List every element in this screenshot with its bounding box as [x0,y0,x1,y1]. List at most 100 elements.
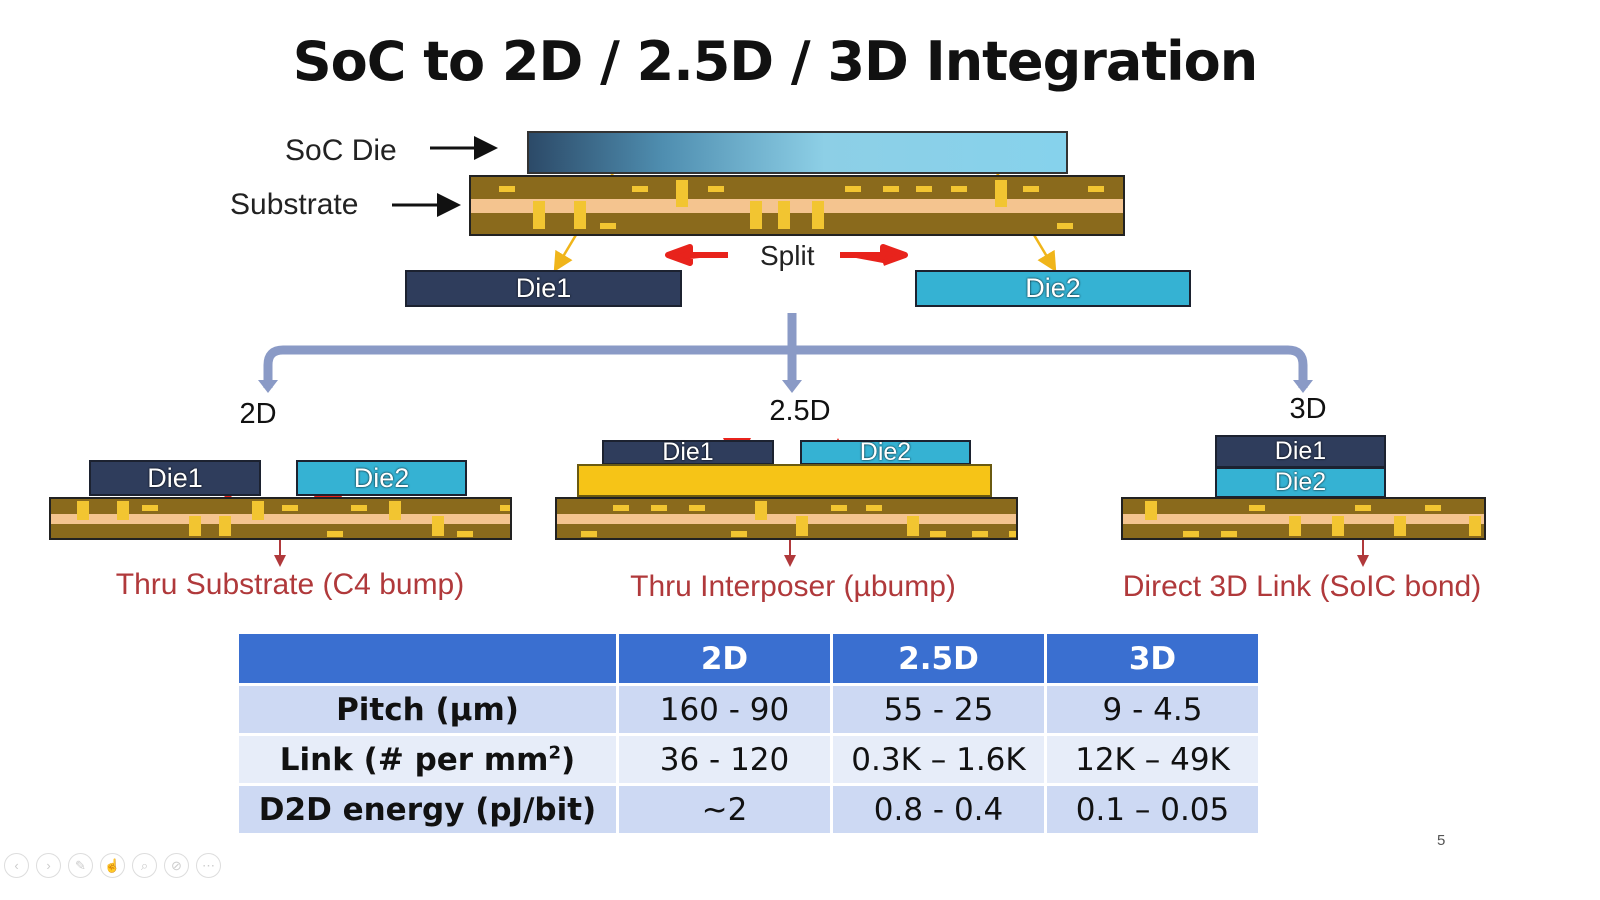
table-row: Pitch (µm) 160 - 90 55 - 25 9 - 4.5 [239,686,1258,733]
row-label: D2D energy (pJ/bit) [239,786,616,833]
cell: 12K – 49K [1047,736,1258,783]
2d-die2: Die2 [296,460,467,496]
substrate-via [1248,505,1265,512]
cell: ~2 [619,786,830,833]
substrate-via [499,186,516,193]
cell: 160 - 90 [619,686,830,733]
split-label: Split [760,240,815,271]
25d-substrate [555,497,1018,540]
pen-icon[interactable]: ✎ [68,853,93,878]
substrate-via [1023,186,1040,193]
substrate-via [432,516,445,536]
substrate-via [1145,501,1158,521]
slide-title: SoC to 2D / 2.5D / 3D Integration [292,30,1258,93]
2d-caption: Thru Substrate (C4 bump) [115,568,465,601]
subtitles-off-icon[interactable]: ⊘ [164,853,189,878]
table-row: Link (# per mm2) 36 - 120 0.3K – 1.6K 12… [239,736,1258,783]
substrate-via [388,501,401,521]
row-label: Link (# per mm2) [239,736,616,783]
2d-label: 2D [239,398,277,430]
substrate-via [1355,505,1372,512]
substrate-via [327,531,344,538]
3d-caption: Direct 3D Link (SoIC bond) [1122,570,1482,603]
cell: 0.8 - 0.4 [833,786,1044,833]
substrate-via [906,516,919,536]
split-right-arrow [840,244,908,266]
row-label: Pitch (µm) [239,686,616,733]
prev-icon[interactable]: ‹ [4,853,29,878]
substrate-via [951,186,968,193]
zoom-icon[interactable]: ⌕ [132,853,157,878]
substrate-via [1425,505,1442,512]
substrate-via [1469,516,1482,536]
substrate-via [708,186,725,193]
cell: 0.1 – 0.05 [1047,786,1258,833]
substrate-via [117,501,130,521]
25d-label: 2.5D [769,395,831,427]
25d-caption: Thru Interposer (µbump) [630,570,956,603]
die2: Die2 [915,270,1191,307]
substrate-via [281,505,298,512]
substrate-via [754,501,767,521]
substrate-via [915,186,932,193]
substrate-via [1057,222,1074,229]
soc-die [527,131,1068,174]
row-label-text: Link (# per mm [279,741,549,778]
pointer-icon[interactable]: ☝ [100,853,125,878]
3d-substrate [1121,497,1486,540]
substrate-via [1009,531,1016,538]
substrate-via [1332,516,1345,536]
table-header-row: 2D 2.5D 3D [239,634,1258,683]
table-row: D2D energy (pJ/bit) ~2 0.8 - 0.4 0.1 – 0… [239,786,1258,833]
substrate-via [1394,516,1407,536]
page-number: 5 [1437,832,1446,849]
row-label-end: ) [561,741,576,778]
substrate-via [532,201,545,229]
substrate-via [796,516,808,536]
25d-die2: Die2 [800,438,971,466]
substrate-via [142,505,159,512]
table-header: 3D [1047,634,1258,683]
substrate-via [499,505,510,512]
more-icon[interactable]: ⋯ [196,853,221,878]
substrate-via [830,505,847,512]
cell: 36 - 120 [619,736,830,783]
substrate-via [456,531,473,538]
split-left-arrow [665,244,728,266]
tree-arrowheads [258,380,1313,393]
substrate-via [351,505,368,512]
substrate-via [845,186,862,193]
substrate-via [612,505,629,512]
substrate-via [77,501,90,521]
substrate-via [972,531,989,538]
2d-substrate [49,497,512,540]
table-header: 2.5D [833,634,1044,683]
next-icon[interactable]: › [36,853,61,878]
substrate-via [676,180,689,208]
substrate-via [812,201,825,229]
substrate-via [581,531,598,538]
substrate-via [651,505,668,512]
substrate-via [994,180,1007,208]
table-header [239,634,616,683]
substrate-via [252,501,265,521]
tree-connector [263,313,1308,388]
substrate-via [1088,186,1105,193]
substrate-label: Substrate [230,188,359,221]
3d-die1: Die1 [1215,435,1386,468]
row-label-sup: 2 [548,742,562,764]
substrate [469,175,1125,236]
interposer [577,464,992,497]
3d-label: 3D [1289,393,1327,425]
3d-die2: Die2 [1215,467,1386,498]
2d-die1: Die1 [89,460,261,496]
substrate-via [882,186,899,193]
substrate-via [865,505,882,512]
substrate-via [930,531,947,538]
substrate-via [777,201,790,229]
table-header: 2D [619,634,830,683]
substrate-via [731,531,748,538]
die1: Die1 [405,270,682,307]
substrate-via [574,201,587,229]
substrate-via [1288,516,1301,536]
